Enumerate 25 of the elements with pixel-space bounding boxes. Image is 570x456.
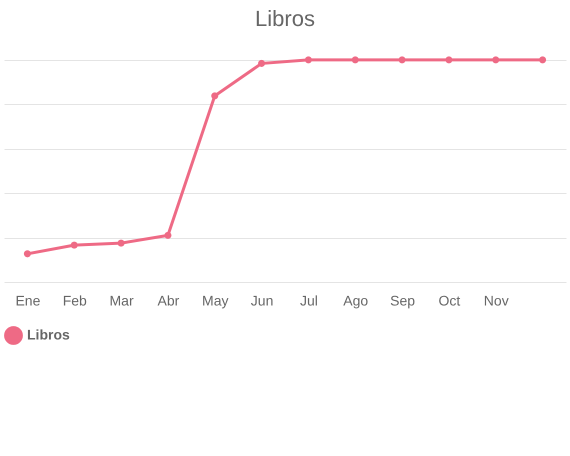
- point: [24, 250, 31, 258]
- point: [118, 240, 125, 247]
- point: [211, 92, 218, 100]
- point: [539, 56, 546, 64]
- point: [304, 56, 312, 64]
- x-tick-label: Nov: [484, 292, 509, 308]
- x-tick-label: Sep: [390, 292, 416, 308]
- point: [352, 56, 359, 64]
- point: [258, 60, 266, 67]
- legend-label: Libros: [27, 326, 70, 342]
- x-tick-label: Mar: [110, 292, 134, 308]
- point: [70, 242, 78, 249]
- x-tick-label: Ago: [343, 292, 368, 308]
- x-tick-label: May: [202, 292, 228, 308]
- x-tick-label: Oct: [438, 292, 460, 308]
- point: [164, 232, 172, 239]
- x-tick-label: Jun: [250, 292, 274, 308]
- point: [398, 56, 406, 64]
- x-tick-label: Feb: [62, 292, 88, 308]
- x-tick-label: Abr: [158, 292, 180, 308]
- point: [445, 56, 452, 64]
- x-tick-label: Ene: [15, 292, 41, 308]
- point: [492, 56, 500, 64]
- x-tick-label: Jul: [300, 292, 318, 308]
- chart-title: Libros: [255, 6, 315, 31]
